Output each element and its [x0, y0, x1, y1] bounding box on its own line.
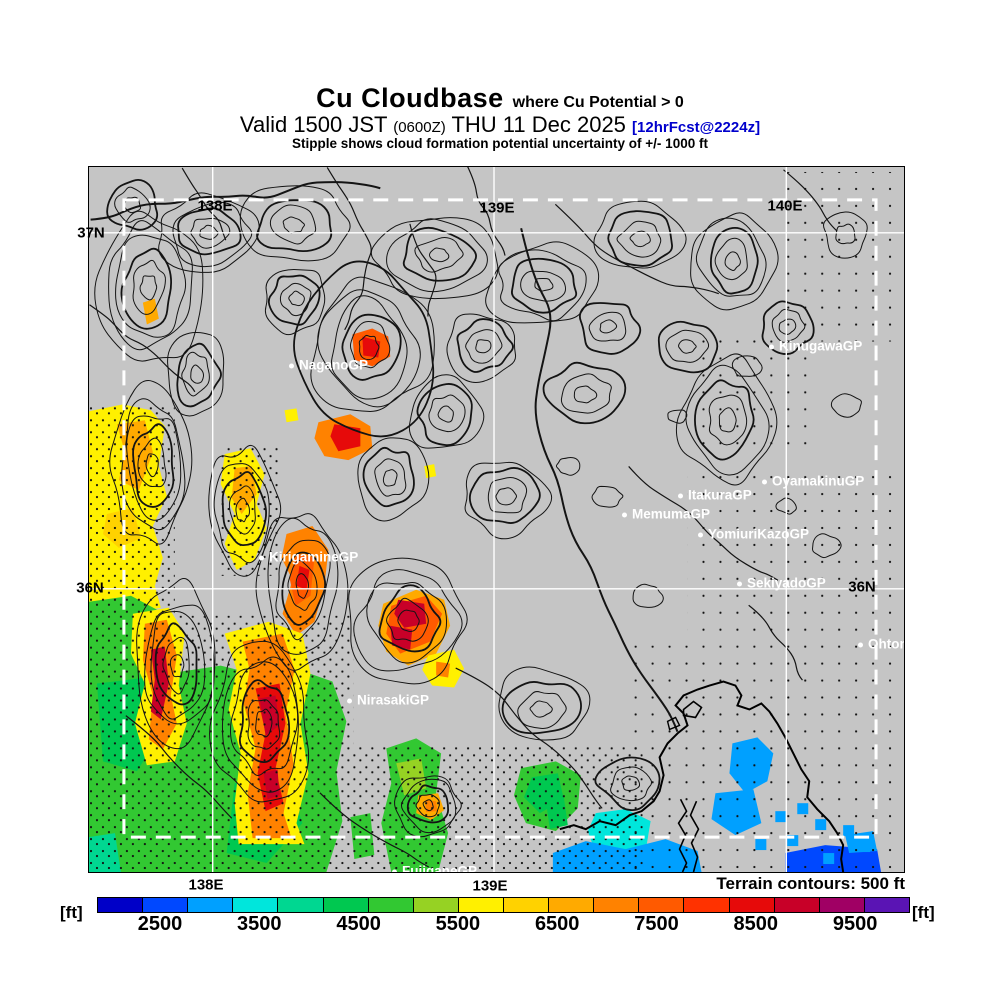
colorbar-segment [233, 898, 279, 912]
colorbar-tick-label: 5500 [435, 913, 481, 935]
station-name: OhtoneGP [868, 636, 904, 652]
station-name: NirasakiGP [357, 692, 430, 708]
colorbar [97, 897, 910, 913]
station-label: FujiganeGP [392, 863, 478, 873]
colorbar-tick-label: 3500 [237, 913, 282, 935]
colorbar-segment [729, 898, 775, 912]
colorbar-unit-right: [ft] [912, 903, 935, 922]
map-canvas [89, 167, 904, 872]
station-dot-icon [347, 698, 352, 704]
station-dot-icon [698, 532, 703, 538]
colorbar-segment [368, 898, 414, 912]
colorbar-segment [549, 898, 595, 912]
colorbar-segment [774, 898, 820, 912]
grid-label: 37N [77, 224, 105, 242]
colorbar-segment [323, 898, 369, 912]
chart-header: Cu Cloudbase where Cu Potential > 0 Valid… [0, 84, 1000, 152]
station-label: OyamakinuGP [762, 474, 864, 489]
colorbar-tick-label: 7500 [634, 913, 679, 935]
valid-line: Valid 1500 JST (0600Z) THU 11 Dec 2025 [… [0, 113, 1000, 136]
colorbar-segment [503, 898, 550, 912]
station-name: ItakuraGP [688, 487, 752, 503]
grid-label: 138E [188, 876, 224, 894]
colorbar-segment [98, 898, 144, 912]
station-label: OhtoneGP [858, 636, 904, 652]
subtitle: Stipple shows cloud formation potential … [292, 136, 708, 152]
colorbar-segment [278, 898, 324, 912]
colorbar-segment [639, 898, 685, 912]
colorbar-unit-left: [ft] [60, 903, 83, 922]
station-dot-icon [737, 581, 742, 587]
colorbar-segment [684, 898, 730, 912]
station-label: MemumaGP [622, 507, 710, 522]
title-qualifier: where Cu Potential > 0 [512, 94, 684, 111]
colorbar-tick-label: 8500 [733, 913, 779, 935]
station-label: YomiuriKazoGP [698, 527, 809, 542]
station-label: NaganoGP [289, 358, 368, 373]
colorbar-segment [819, 898, 865, 912]
colorbar-segment [143, 898, 189, 912]
grid-label: 36N [76, 579, 104, 597]
grid-label: 36N [848, 578, 876, 596]
station-label: ItakuraGP [678, 488, 752, 503]
station-name: YomiuriKazoGP [708, 526, 810, 542]
grid-label: 140E [767, 197, 803, 215]
station-name: KirigamineGP [269, 549, 359, 565]
station-name: KinugawaGP [779, 338, 863, 354]
station-dot-icon [678, 493, 683, 499]
station-dot-icon [259, 555, 264, 561]
forecast-map: NaganoGP KinugawaGP OyamakinuGP ItakuraGP Me… [88, 166, 905, 873]
colorbar-segment [188, 898, 234, 912]
colorbar-segment [458, 898, 504, 912]
colorbar-segment [864, 898, 909, 912]
station-label: KirigamineGP [259, 550, 358, 565]
station-name: OyamakinuGP [772, 473, 865, 489]
station-dot-icon [762, 479, 767, 485]
station-dot-icon [769, 344, 774, 350]
grid-label: 138E [197, 197, 233, 215]
grid-label: 139E [479, 199, 515, 217]
station-dot-icon [392, 869, 397, 872]
colorbar-tick-label: 6500 [534, 913, 580, 935]
valid-date: THU 11 Dec 2025 [451, 112, 626, 138]
valid-prefix: Valid 1500 JST [239, 112, 388, 138]
chart-title: Cu Cloudbase [316, 83, 504, 113]
forecast-tag: [12hrFcst@2224z] [632, 119, 761, 137]
grid-label: 139E [472, 877, 508, 895]
station-label: KinugawaGP [769, 339, 862, 354]
title-line: Cu Cloudbase where Cu Potential > 0 [0, 84, 1000, 112]
valid-zulu: (0600Z) [393, 119, 446, 137]
station-label: NirasakiGP [347, 693, 429, 708]
colorbar-segment [594, 898, 640, 912]
station-name: SekiyadoGP [747, 575, 826, 591]
colorbar-tick-label: 9500 [832, 913, 878, 935]
colorbar-segment [413, 898, 459, 912]
station-dot-icon [289, 363, 294, 369]
station-name: FujiganeGP [402, 863, 478, 873]
terrain-note: Terrain contours: 500 ft [716, 874, 905, 893]
colorbar-tick-label: 4500 [336, 913, 381, 935]
station-name: MemumaGP [632, 506, 711, 522]
station-dot-icon [858, 642, 863, 648]
colorbar-tick-label: 2500 [137, 913, 183, 935]
station-name: NaganoGP [299, 357, 369, 373]
station-label: SekiyadoGP [737, 576, 826, 591]
station-dot-icon [622, 512, 627, 518]
